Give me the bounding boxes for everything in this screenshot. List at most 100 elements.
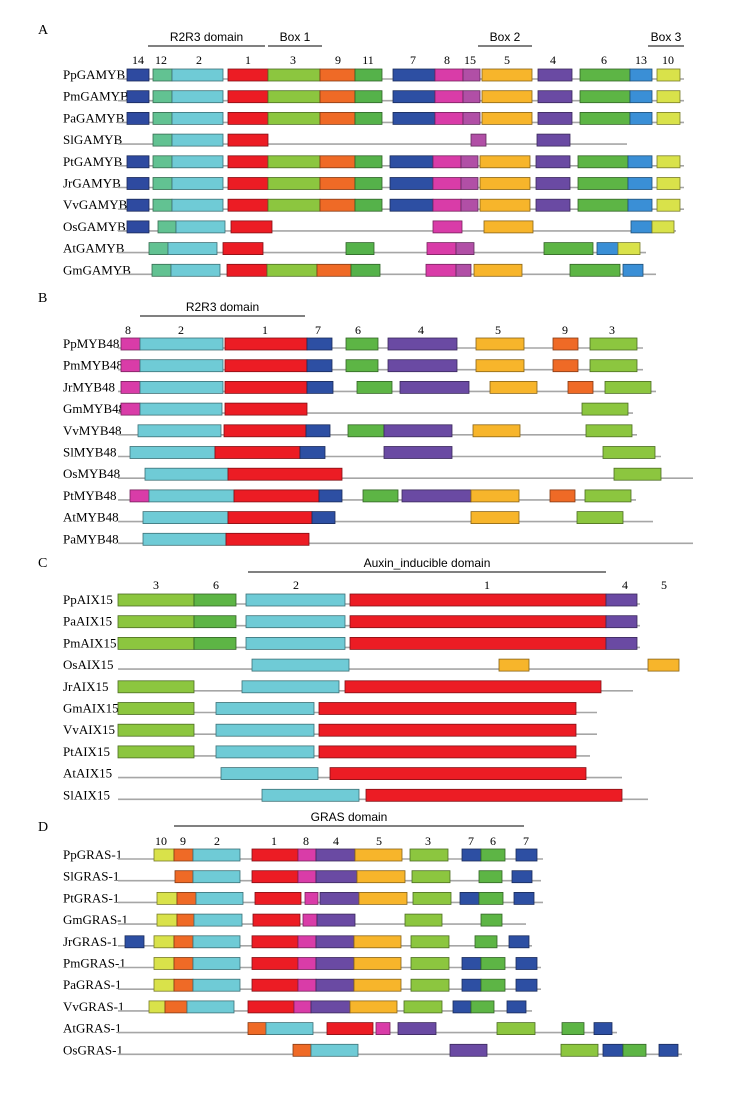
protein-name: PaAIX15 bbox=[63, 614, 112, 629]
motif-box bbox=[329, 767, 587, 780]
motif-box bbox=[215, 745, 315, 759]
motif-box bbox=[245, 593, 346, 607]
motif-box bbox=[245, 615, 346, 629]
motif-box bbox=[410, 935, 450, 949]
motif-box bbox=[387, 359, 458, 373]
protein-row: PtGRAS-1 bbox=[63, 890, 543, 905]
protein-row: AtGRAS-1 bbox=[63, 1021, 617, 1036]
motif-number-label: 7 bbox=[315, 323, 321, 337]
motif-number-label: 7 bbox=[523, 834, 529, 848]
motif-number-label: 2 bbox=[293, 578, 299, 592]
protein-row: PaGAMYB bbox=[63, 110, 684, 125]
motif-box bbox=[432, 177, 462, 190]
motif-box bbox=[473, 263, 523, 277]
motif-box bbox=[480, 978, 506, 992]
motif-box bbox=[478, 870, 503, 884]
motif-box bbox=[254, 892, 302, 905]
motif-box bbox=[227, 467, 343, 481]
motif-box bbox=[215, 702, 315, 715]
motif-box bbox=[656, 198, 681, 212]
motif-box bbox=[153, 978, 175, 992]
protein-row: PmMYB48 bbox=[63, 358, 643, 373]
motif-box bbox=[315, 957, 355, 970]
motif-box bbox=[152, 90, 173, 104]
motif-box bbox=[267, 198, 321, 212]
motif-box bbox=[226, 263, 268, 277]
motif-box bbox=[251, 978, 299, 992]
motif-box bbox=[602, 446, 656, 459]
motif-box bbox=[552, 359, 579, 373]
motif-box bbox=[297, 957, 317, 970]
motif-box bbox=[481, 68, 533, 82]
motif-box bbox=[389, 177, 434, 190]
motif-box bbox=[567, 380, 594, 394]
motif-box bbox=[354, 848, 403, 862]
motif-box bbox=[306, 359, 333, 373]
motif-number-label: 3 bbox=[425, 834, 431, 848]
motif-box bbox=[117, 702, 195, 715]
motif-box bbox=[306, 380, 334, 394]
motif-box bbox=[151, 263, 172, 277]
motif-box bbox=[537, 112, 573, 125]
motif-box bbox=[569, 263, 621, 277]
motif-box bbox=[152, 155, 173, 169]
motif-box bbox=[432, 155, 462, 169]
motif-box bbox=[227, 133, 269, 147]
motif-box bbox=[480, 913, 503, 927]
protein-name: PmAIX15 bbox=[63, 635, 116, 650]
motif-number-label: 8 bbox=[125, 323, 131, 337]
domain-label: Box 1 bbox=[280, 30, 311, 44]
motif-box bbox=[537, 90, 573, 104]
motif-box bbox=[319, 155, 356, 169]
motif-number-label: 6 bbox=[213, 578, 219, 592]
motif-box bbox=[153, 848, 175, 862]
motif-box bbox=[153, 957, 175, 970]
protein-row: PpMYB48 bbox=[63, 336, 643, 351]
motif-box bbox=[452, 1000, 472, 1014]
motif-box bbox=[475, 337, 525, 351]
domain-label: Box 3 bbox=[651, 30, 682, 44]
panel-letter: C bbox=[38, 556, 47, 571]
motif-box bbox=[354, 155, 383, 169]
motif-box bbox=[356, 870, 406, 884]
motif-box bbox=[144, 467, 229, 481]
protein-row: OsAIX15 bbox=[63, 657, 680, 672]
motif-box bbox=[171, 177, 224, 190]
protein-name: AtAIX15 bbox=[63, 766, 112, 781]
motif-box bbox=[470, 511, 520, 525]
motif-number-label: 6 bbox=[490, 834, 496, 848]
motif-box bbox=[392, 112, 436, 125]
protein-name: OsGAMYB bbox=[63, 219, 126, 234]
motif-box bbox=[647, 658, 680, 672]
protein-name: VvMYB48 bbox=[63, 423, 122, 438]
motif-box bbox=[483, 220, 534, 234]
motif-box bbox=[353, 978, 402, 992]
protein-name: JrAIX15 bbox=[63, 679, 109, 694]
motif-box bbox=[126, 68, 150, 82]
protein-row: OsGAMYB bbox=[63, 219, 676, 234]
motif-box bbox=[362, 489, 399, 503]
motif-box bbox=[310, 1043, 359, 1057]
motif-box bbox=[629, 90, 653, 104]
protein-row: GmGRAS-1 bbox=[63, 912, 526, 927]
protein-name: SlGAMYB bbox=[63, 132, 123, 147]
motif-box bbox=[535, 177, 571, 190]
motif-box bbox=[605, 615, 638, 629]
motif-box bbox=[167, 242, 218, 256]
domain-annotation: R2R3 domain bbox=[140, 300, 305, 317]
motif-box bbox=[319, 90, 356, 104]
motif-box bbox=[124, 935, 145, 949]
motif-box bbox=[117, 615, 195, 629]
motif-box bbox=[426, 242, 457, 256]
protein-name: SlGRAS-1 bbox=[63, 869, 119, 884]
motif-box bbox=[171, 155, 224, 169]
motif-box bbox=[227, 112, 269, 125]
motif-box bbox=[227, 68, 269, 82]
motif-box bbox=[306, 337, 333, 351]
motif-box bbox=[434, 68, 464, 82]
protein-row: PtAIX15 bbox=[63, 744, 590, 759]
motif-box bbox=[214, 446, 301, 459]
motif-number-label: 5 bbox=[376, 834, 382, 848]
motif-number-label: 9 bbox=[180, 834, 186, 848]
